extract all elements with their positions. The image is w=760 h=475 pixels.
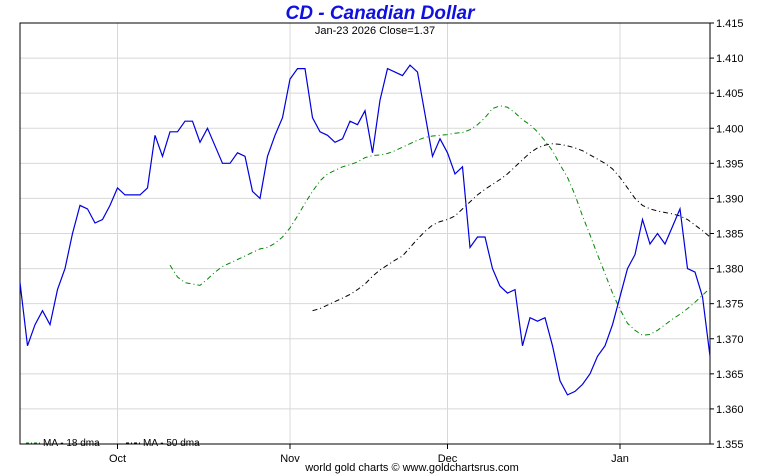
chart-title: CD - Canadian Dollar	[286, 3, 477, 24]
legend-ma-50-label: MA - 50 dma	[143, 438, 200, 449]
y-tick-label: 1.400	[716, 123, 744, 135]
y-tick-label: 1.385	[716, 229, 744, 241]
y-tick-label: 1.395	[716, 158, 744, 170]
x-tick-label: Nov	[280, 453, 300, 465]
y-tick-label: 1.355	[716, 439, 744, 451]
y-tick-label: 1.360	[716, 404, 744, 416]
legend: MA - 18 dma MA - 50 dma	[26, 438, 200, 449]
x-tick-label: Dec	[438, 453, 458, 465]
y-tick-label: 1.405	[716, 88, 744, 100]
grid	[20, 23, 710, 444]
y-tick-label: 1.415	[716, 18, 744, 30]
y-axis: 1.355 1.360 1.365 1.370 1.375 1.380 1.385 1.390…	[710, 18, 744, 451]
x-axis: Oct Nov Dec Jan	[109, 444, 629, 465]
series-ma-50-line	[312, 143, 711, 312]
y-tick-label: 1.380	[716, 264, 744, 276]
legend-ma-18-label: MA - 18 dma	[43, 438, 100, 449]
x-tick-label: Oct	[109, 453, 126, 465]
y-tick-label: 1.410	[716, 53, 744, 65]
y-tick-label: 1.370	[716, 334, 744, 346]
series-ma-18-line	[169, 105, 711, 336]
chart-credit: world gold charts © www.goldchartsrus.co…	[304, 462, 519, 474]
y-tick-label: 1.375	[716, 299, 744, 311]
y-tick-label: 1.365	[716, 369, 744, 381]
series-cd-line	[19, 64, 711, 396]
chart-subtitle: Jan-23 2026 Close=1.37	[315, 25, 435, 37]
y-tick-label: 1.390	[716, 193, 744, 205]
x-tick-label: Jan	[611, 453, 629, 465]
